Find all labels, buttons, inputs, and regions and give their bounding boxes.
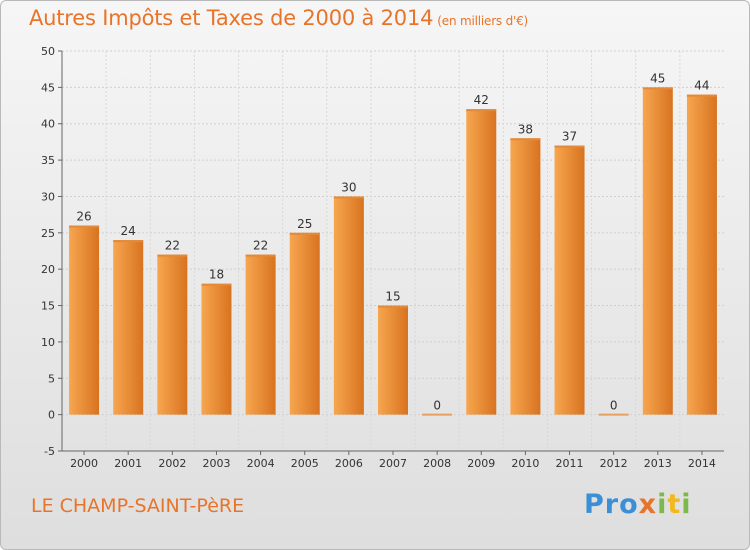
bar bbox=[290, 233, 320, 415]
data-label: 30 bbox=[341, 180, 356, 194]
x-tick-label: 2011 bbox=[556, 457, 584, 470]
bar bbox=[113, 240, 143, 415]
bar bbox=[422, 414, 452, 416]
data-label: 25 bbox=[297, 217, 312, 231]
x-tick-label: 2007 bbox=[379, 457, 407, 470]
bar bbox=[246, 255, 276, 415]
x-tick-label: 2013 bbox=[644, 457, 672, 470]
bars: 26 24 22 18 22 25 30 15 0 42 38 37 0 45 44 bbox=[69, 71, 717, 415]
data-label: 22 bbox=[165, 239, 180, 253]
y-tick-label: 30 bbox=[41, 190, 55, 203]
bar bbox=[466, 109, 496, 414]
data-label: 18 bbox=[209, 268, 224, 282]
bar bbox=[643, 87, 673, 414]
y-tick-label: 25 bbox=[41, 227, 55, 240]
x-tick-label: 2001 bbox=[114, 457, 142, 470]
bar bbox=[510, 138, 540, 414]
y-tick-label: 0 bbox=[48, 409, 55, 422]
data-label: 45 bbox=[650, 71, 665, 85]
data-label: 24 bbox=[121, 224, 136, 238]
data-label: 0 bbox=[610, 399, 618, 413]
x-tick-label: 2000 bbox=[70, 457, 98, 470]
bar-top-edge bbox=[510, 138, 540, 140]
data-label: 44 bbox=[694, 79, 709, 93]
data-label: 26 bbox=[76, 210, 91, 224]
bar-top-edge bbox=[555, 146, 585, 148]
x-tick-label: 2004 bbox=[247, 457, 275, 470]
bar-top-edge bbox=[687, 95, 717, 97]
bar-top-edge bbox=[157, 255, 187, 257]
bar bbox=[378, 306, 408, 415]
bar-top-edge bbox=[69, 226, 99, 228]
y-tick-label: 45 bbox=[41, 81, 55, 94]
bar-top-edge bbox=[201, 284, 231, 286]
data-label: 42 bbox=[474, 93, 489, 107]
x-tick-label: 2005 bbox=[291, 457, 319, 470]
x-tick-label: 2009 bbox=[467, 457, 495, 470]
y-tick-label: 5 bbox=[48, 372, 55, 385]
data-label: 38 bbox=[518, 122, 533, 136]
data-label: 0 bbox=[433, 399, 441, 413]
x-tick-label: 2012 bbox=[600, 457, 628, 470]
commune-name: LE CHAMP-SAINT-PèRE bbox=[31, 495, 244, 517]
y-tick-label: 10 bbox=[41, 336, 55, 349]
bar bbox=[201, 284, 231, 415]
x-tick-label: 2003 bbox=[202, 457, 230, 470]
bar-top-edge bbox=[290, 233, 320, 235]
bar-top-edge bbox=[246, 255, 276, 257]
bar-top-edge bbox=[334, 196, 364, 198]
bar bbox=[334, 196, 364, 414]
y-tick-label: 20 bbox=[41, 263, 55, 276]
y-tick-label: 35 bbox=[41, 154, 55, 167]
proxiti-logo: Proxiti bbox=[584, 489, 692, 520]
data-label: 15 bbox=[385, 290, 400, 304]
y-tick-label: 50 bbox=[41, 45, 55, 58]
bar-top-edge bbox=[378, 306, 408, 308]
x-tick-label: 2002 bbox=[158, 457, 186, 470]
x-tick-label: 2014 bbox=[688, 457, 716, 470]
x-tick-label: 2010 bbox=[511, 457, 539, 470]
bar bbox=[687, 95, 717, 415]
bar bbox=[599, 414, 629, 416]
bar-top-edge bbox=[113, 240, 143, 242]
bar bbox=[555, 146, 585, 415]
data-label: 37 bbox=[562, 130, 577, 144]
y-tick-label: 40 bbox=[41, 118, 55, 131]
bar bbox=[157, 255, 187, 415]
y-tick-label: -5 bbox=[44, 445, 55, 458]
bar-top-edge bbox=[643, 87, 673, 89]
x-tick-label: 2006 bbox=[335, 457, 363, 470]
y-tick-label: 15 bbox=[41, 300, 55, 313]
bar-top-edge bbox=[466, 109, 496, 111]
x-tick-label: 2008 bbox=[423, 457, 451, 470]
data-label: 22 bbox=[253, 239, 268, 253]
bar bbox=[69, 226, 99, 415]
